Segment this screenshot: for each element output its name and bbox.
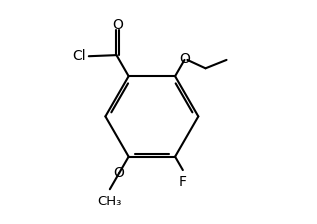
Text: O: O [113,166,125,180]
Text: F: F [179,175,187,189]
Text: CH₃: CH₃ [98,195,122,208]
Text: O: O [113,18,123,32]
Text: O: O [179,52,190,67]
Text: Cl: Cl [72,49,86,63]
